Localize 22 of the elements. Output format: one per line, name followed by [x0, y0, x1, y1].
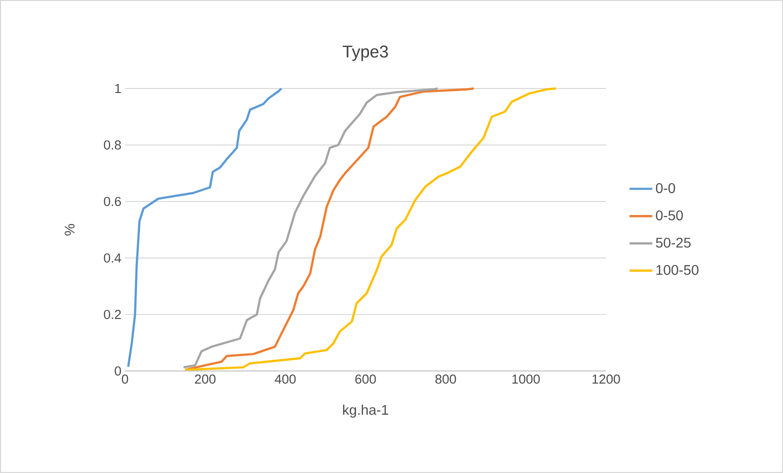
chart-title: Type3 — [342, 46, 388, 61]
x-tick-label: 800 — [435, 374, 456, 384]
legend-label: 0-0 — [656, 183, 676, 194]
x-tick-label: 600 — [355, 374, 376, 384]
x-tick-label: 400 — [274, 374, 296, 384]
x-tick-label: 1000 — [512, 374, 540, 384]
y-tick-label: 0 — [114, 366, 121, 376]
line-series — [127, 87, 282, 368]
x-tick-label: 200 — [194, 374, 216, 384]
legend-label: 50-25 — [656, 238, 691, 248]
y-axis-title: % — [64, 224, 75, 236]
x-tick-label: 1200 — [592, 374, 620, 384]
y-tick-label: 0.2 — [104, 310, 121, 320]
y-tick-label: 0.4 — [104, 253, 122, 263]
line-series — [184, 87, 557, 371]
legend-label: 0-50 — [656, 210, 683, 220]
y-tick-label: 0.8 — [104, 140, 121, 150]
x-axis-title: kg.ha-1 — [343, 404, 388, 418]
x-tick-label: 0 — [122, 374, 128, 384]
legend-label: 100-50 — [656, 265, 698, 275]
y-tick-label: 0.6 — [104, 196, 121, 206]
y-tick-label: 1 — [115, 84, 121, 93]
